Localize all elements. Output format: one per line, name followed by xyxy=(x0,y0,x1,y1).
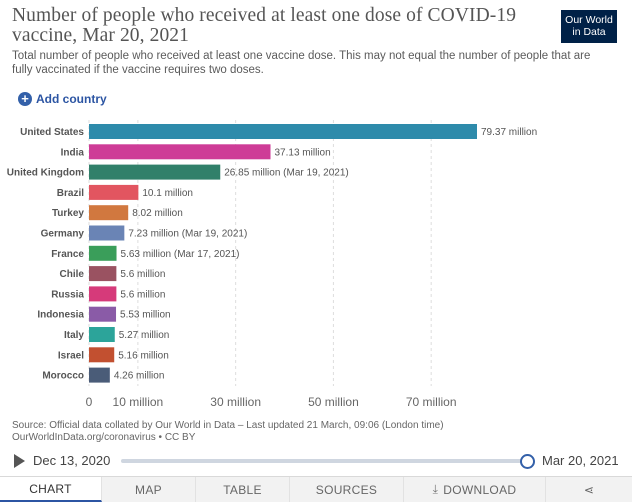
bar xyxy=(89,225,125,241)
timeline-handle[interactable] xyxy=(520,454,535,469)
chart-title: Number of people who received at least o… xyxy=(12,5,517,46)
add-country-button[interactable]: + Add country xyxy=(18,91,107,107)
tab-bar: CHART MAP TABLE SOURCES ⤓ DOWNLOAD ⋖ xyxy=(0,476,632,502)
tab-table[interactable]: TABLE xyxy=(196,477,290,502)
bar xyxy=(89,266,117,282)
timeline-start-date[interactable]: Dec 13, 2020 xyxy=(33,453,111,468)
bar xyxy=(89,144,271,160)
source-line2: OurWorldInData.org/coronavirus • CC BY xyxy=(12,432,196,443)
tab-map[interactable]: MAP xyxy=(102,477,196,502)
x-tick-label: 10 million xyxy=(113,395,164,409)
bar-category-label: Russia xyxy=(51,289,84,300)
bar xyxy=(89,327,115,342)
bar-value-label: 5.16 million xyxy=(118,350,169,361)
bar-category-label: Brazil xyxy=(57,188,84,199)
share-button[interactable]: ⋖ xyxy=(546,477,632,502)
play-icon[interactable] xyxy=(14,454,25,468)
bar-category-label: India xyxy=(61,147,85,158)
tab-sources[interactable]: SOURCES xyxy=(290,477,404,502)
bar-value-label: 5.27 million xyxy=(119,330,170,341)
tab-sources-label: SOURCES xyxy=(315,482,378,497)
bar-category-label: Turkey xyxy=(52,208,84,219)
bar-value-label: 10.1 million xyxy=(142,188,193,199)
bar-value-label: 37.13 million xyxy=(275,147,331,158)
bar-value-label: 5.63 million (Mar 17, 2021) xyxy=(121,249,240,260)
bar-value-label: 5.6 million xyxy=(120,269,165,280)
download-icon: ⤓ xyxy=(432,482,439,496)
bar xyxy=(89,306,117,322)
bar xyxy=(89,124,477,139)
bar-category-label: France xyxy=(51,249,84,260)
x-tick-label: 70 million xyxy=(406,395,457,409)
share-icon: ⋖ xyxy=(583,482,595,497)
x-tick-label: 0 xyxy=(86,395,93,409)
bar-category-label: Indonesia xyxy=(37,310,84,321)
bar xyxy=(89,184,139,200)
bar-chart: United States 79.37 million India 37.13 mil… xyxy=(7,120,537,409)
timeline: Dec 13, 2020 Mar 20, 2021 xyxy=(0,450,632,472)
owid-logo[interactable]: Our World in Data xyxy=(561,10,617,43)
bar xyxy=(89,367,110,383)
bar-category-label: Italy xyxy=(64,330,84,341)
tab-chart-label: CHART xyxy=(29,481,72,496)
bar-value-label: 5.6 million xyxy=(120,289,165,300)
bar-category-label: Chile xyxy=(60,269,85,280)
bar-category-label: Germany xyxy=(41,229,85,240)
bar xyxy=(89,347,115,363)
tab-chart[interactable]: CHART xyxy=(0,477,102,502)
bar xyxy=(89,286,117,302)
tab-download-label: DOWNLOAD xyxy=(443,482,517,497)
bar-value-label: 26.85 million (Mar 19, 2021) xyxy=(224,168,349,179)
x-tick-label: 50 million xyxy=(308,395,359,409)
add-country-label: Add country xyxy=(36,92,107,106)
logo-line2: in Data xyxy=(572,26,606,38)
timeline-track[interactable] xyxy=(121,459,528,463)
plus-circle-icon: + xyxy=(18,92,32,106)
bar-value-label: 5.53 million xyxy=(120,310,171,321)
bar-category-label: Morocco xyxy=(42,371,84,382)
bar-value-label: 4.26 million xyxy=(114,371,165,382)
tab-download[interactable]: ⤓ DOWNLOAD xyxy=(404,477,546,502)
source-note: Source: Official data collated by Our Wo… xyxy=(12,420,622,444)
tab-table-label: TABLE xyxy=(223,482,262,497)
tab-map-label: MAP xyxy=(135,482,162,497)
bar xyxy=(89,245,117,261)
bar-value-label: 79.37 million xyxy=(481,127,537,138)
bar-category-label: Israel xyxy=(58,350,84,361)
chart-subtitle: Total number of people who received at l… xyxy=(12,50,591,76)
bar-category-label: United States xyxy=(20,127,84,138)
bar xyxy=(89,205,129,221)
source-line1: Source: Official data collated by Our Wo… xyxy=(12,420,444,431)
bar-value-label: 7.23 million (Mar 19, 2021) xyxy=(128,229,247,240)
bar-value-label: 8.02 million xyxy=(132,208,183,219)
timeline-end-date[interactable]: Mar 20, 2021 xyxy=(542,453,619,468)
x-tick-label: 30 million xyxy=(210,395,261,409)
logo-line1: Our World xyxy=(565,14,613,26)
bar-category-label: United Kingdom xyxy=(7,168,84,179)
bar xyxy=(89,164,221,180)
